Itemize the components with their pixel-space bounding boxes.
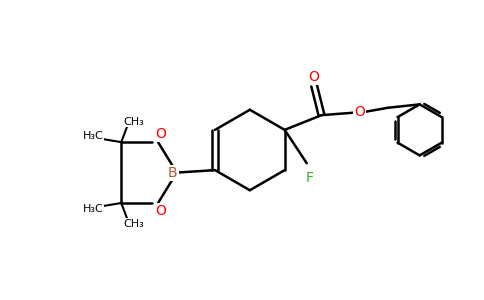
Text: F: F [305,171,313,185]
Text: CH₃: CH₃ [123,116,144,127]
Text: H₃C: H₃C [82,204,103,214]
Text: O: O [155,127,166,141]
Text: O: O [309,70,319,84]
Text: CH₃: CH₃ [123,219,144,229]
Text: O: O [354,105,365,119]
Text: O: O [155,204,166,218]
Text: B: B [168,166,178,180]
Text: H₃C: H₃C [82,131,103,141]
